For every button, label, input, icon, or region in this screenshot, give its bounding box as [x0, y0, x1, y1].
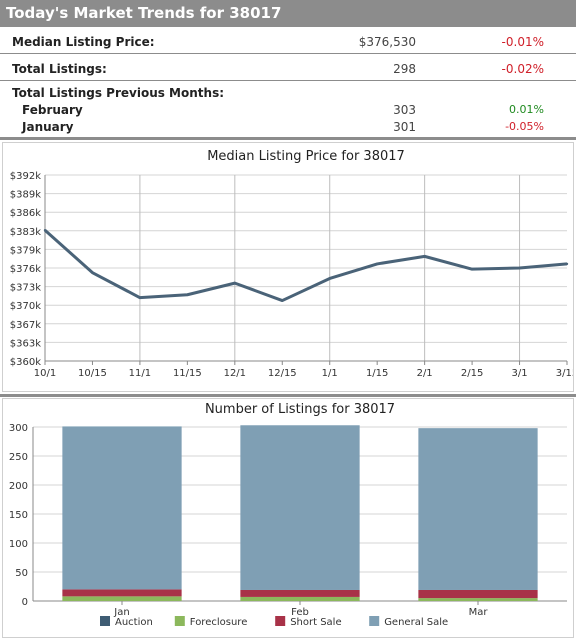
chart-title: Number of Listings for 38017 — [205, 402, 395, 417]
legend-label: Auction — [115, 617, 153, 628]
median-price-value: $376,530 — [358, 35, 416, 49]
price-chart-panel: Median Listing Price for 38017 $360k $363k… — [2, 142, 576, 392]
bar-short-sale — [240, 589, 360, 597]
january-label: January — [22, 120, 74, 134]
x-tick-label: 12/15 — [268, 368, 297, 379]
price-chart: Median Listing Price for 38017 $360k $363k… — [10, 149, 576, 379]
bar-general-sale — [240, 425, 360, 590]
x-tick-label: 11/1 — [129, 368, 151, 379]
total-listings-label: Total Listings: — [12, 62, 107, 76]
y-tick-label: $367k — [10, 320, 41, 331]
legend-swatch — [275, 616, 286, 626]
median-price-label: Median Listing Price: — [12, 35, 155, 49]
x-tick-label: 10/15 — [78, 368, 107, 379]
bar-foreclosure — [240, 596, 360, 601]
listings-chart-panel: Number of Listings for 38017 0 50 100 150 200… — [2, 398, 574, 638]
y-tick-label: 50 — [15, 568, 28, 579]
y-tick-label: 100 — [9, 539, 28, 550]
x-tick-label: 2/1 — [417, 368, 433, 379]
y-tick-label: $376k — [10, 264, 41, 275]
y-tick-label: $392k — [10, 171, 41, 182]
january-change: -0.05% — [505, 120, 544, 133]
price-point — [43, 229, 47, 232]
y-tick-label: 0 — [22, 597, 28, 608]
legend: Auction Foreclosure Short Sale General Sale — [100, 616, 448, 628]
x-tick-label: 10/1 — [34, 368, 56, 379]
price-point — [375, 262, 379, 266]
divider — [0, 394, 576, 397]
y-tick-label: 250 — [9, 452, 28, 463]
y-tick-label: $389k — [10, 190, 41, 201]
bar-general-sale — [62, 426, 182, 590]
february-change: 0.01% — [509, 103, 544, 116]
y-tick-label: $386k — [10, 208, 41, 219]
page-title: Today's Market Trends for 38017 — [6, 4, 282, 22]
listings-chart: Number of Listings for 38017 0 50 100 150 200… — [9, 402, 567, 628]
price-point — [281, 299, 284, 302]
previous-months-label: Total Listings Previous Months: — [12, 86, 225, 100]
x-tick-label: 3/15 — [556, 368, 573, 379]
y-tick-label: $360k — [10, 357, 41, 368]
x-tick-label: 1/1 — [322, 368, 338, 379]
y-tick-label: $379k — [10, 245, 41, 256]
x-tick-label: Jan — [113, 607, 129, 618]
price-point — [186, 293, 189, 296]
legend-swatch — [100, 616, 110, 626]
median-price-change: -0.01% — [501, 35, 544, 49]
price-series-line — [44, 229, 568, 303]
y-tick-label: $383k — [10, 227, 41, 238]
x-tick-label: 3/1 — [511, 368, 527, 379]
x-tick-label: 1/15 — [366, 368, 388, 379]
y-tick-label: 300 — [9, 423, 28, 434]
x-tick-label: 12/1 — [224, 368, 246, 379]
y-tick-label: $363k — [10, 338, 41, 349]
legend-label: Foreclosure — [190, 617, 248, 628]
total-listings-change: -0.02% — [501, 62, 544, 76]
page-header: Today's Market Trends for 38017 — [0, 0, 576, 27]
price-point — [328, 277, 331, 280]
bar-foreclosure — [62, 596, 182, 601]
price-point — [565, 262, 569, 266]
chart-title: Median Listing Price for 38017 — [207, 149, 405, 164]
y-tick-label: $370k — [10, 301, 41, 312]
february-label: February — [22, 103, 83, 117]
x-tick-label: 2/15 — [461, 368, 483, 379]
bar-general-sale — [418, 428, 538, 590]
legend-label: Short Sale — [290, 617, 341, 628]
legend-label: General Sale — [384, 617, 448, 628]
price-point — [470, 267, 474, 271]
y-tick-label: $373k — [10, 283, 41, 294]
divider — [0, 137, 576, 140]
total-listings-value: 298 — [393, 62, 416, 76]
x-tick-label: Mar — [469, 607, 489, 618]
divider — [0, 80, 576, 81]
bar-short-sale — [418, 589, 538, 599]
legend-swatch — [369, 616, 380, 626]
y-tick-label: 150 — [9, 510, 28, 521]
bar-foreclosure — [418, 598, 538, 601]
legend-swatch — [174, 616, 185, 626]
price-point — [423, 255, 426, 258]
divider — [0, 53, 576, 54]
price-point — [138, 296, 142, 299]
bar-short-sale — [62, 589, 182, 597]
price-point — [91, 271, 94, 274]
x-tick-label: 11/15 — [173, 368, 202, 379]
price-point — [233, 281, 237, 285]
february-value: 303 — [393, 103, 416, 117]
january-value: 301 — [393, 120, 416, 134]
x-tick-label: Feb — [291, 607, 309, 618]
y-tick-label: 200 — [9, 481, 28, 492]
price-point — [518, 266, 521, 270]
